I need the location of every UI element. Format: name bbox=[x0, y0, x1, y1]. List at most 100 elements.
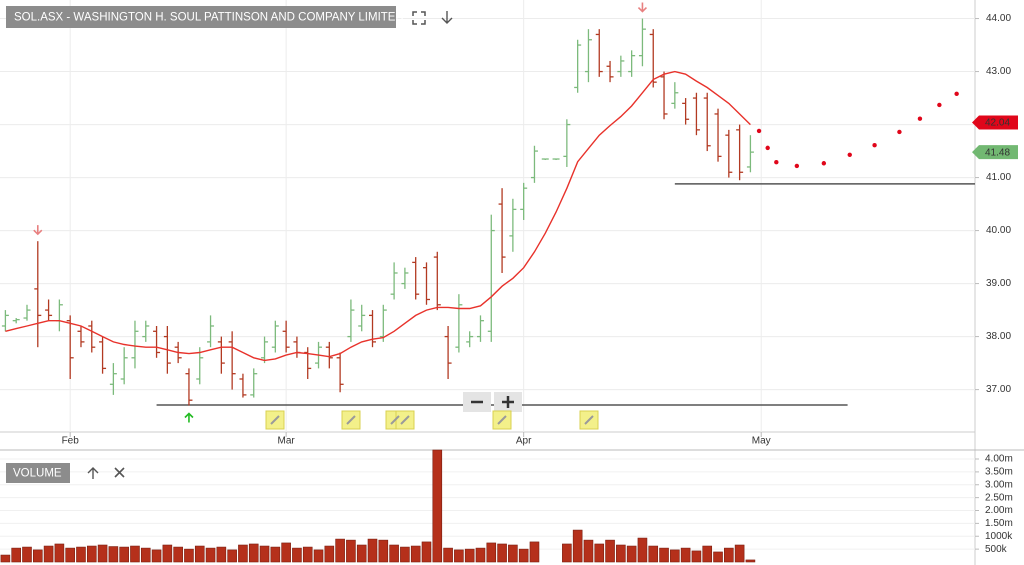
volume-bar bbox=[454, 549, 464, 563]
zoom-in-button[interactable] bbox=[494, 392, 522, 412]
volume-bar bbox=[335, 538, 345, 563]
volume-bar bbox=[713, 551, 723, 563]
price-tag bbox=[972, 115, 1018, 130]
volume-bar bbox=[32, 549, 43, 563]
volume-bar bbox=[76, 546, 86, 563]
volume-bar bbox=[464, 548, 475, 563]
fullscreen-icon[interactable] bbox=[412, 11, 426, 25]
volume-bar bbox=[400, 546, 410, 563]
volume-bar bbox=[324, 545, 335, 563]
volume-bar bbox=[583, 539, 594, 563]
volume-bar bbox=[421, 541, 432, 563]
volume-bar bbox=[313, 549, 324, 563]
volume-bar bbox=[616, 544, 626, 563]
volume-title: VOLUME bbox=[13, 468, 62, 480]
volume-bar bbox=[356, 544, 367, 563]
volume-bar bbox=[594, 543, 605, 563]
y-tick-label: 38.00 bbox=[986, 331, 1011, 342]
volume-bar bbox=[572, 529, 583, 563]
x-tick-label: Apr bbox=[516, 436, 532, 447]
volume-bar bbox=[281, 542, 291, 563]
volume-bar bbox=[508, 544, 518, 563]
signal-arrow bbox=[184, 412, 194, 423]
y-tick-label: 2.50m bbox=[985, 492, 1013, 503]
volume-bar bbox=[205, 547, 216, 563]
volume-bar bbox=[346, 539, 356, 563]
chart-title: SOL.ASX - WASHINGTON H. SOUL PATTINSON A… bbox=[14, 12, 404, 24]
volume-bar bbox=[680, 547, 691, 563]
volume-bar bbox=[475, 547, 486, 563]
volume-bar bbox=[54, 543, 65, 563]
signal-arrow bbox=[33, 225, 43, 236]
forecast-dot bbox=[872, 143, 877, 148]
annotation-pencils bbox=[270, 415, 594, 425]
y-tick-label: 1000k bbox=[985, 531, 1013, 542]
volume-bar bbox=[605, 539, 615, 563]
volume-bar bbox=[238, 544, 248, 563]
forecast-dot bbox=[897, 129, 902, 135]
forecast-dot bbox=[756, 128, 762, 134]
y-tick-label: 2.00m bbox=[985, 505, 1013, 516]
volume-bar bbox=[626, 545, 637, 563]
volume-bar bbox=[410, 545, 421, 563]
y-tick-label: 39.00 bbox=[986, 278, 1011, 289]
volume-bar bbox=[670, 549, 680, 563]
moving-average-line bbox=[5, 70, 751, 362]
volume-bar bbox=[97, 544, 108, 563]
forecast-dot bbox=[765, 145, 770, 151]
volume-bar bbox=[367, 538, 378, 563]
volume-bar bbox=[65, 547, 75, 563]
volume-bar bbox=[562, 543, 572, 563]
volume-bar bbox=[43, 545, 54, 563]
volume-bar bbox=[270, 546, 281, 563]
forecast-dot bbox=[774, 159, 779, 165]
forecast-dot bbox=[794, 163, 800, 169]
volume-bar bbox=[22, 546, 32, 563]
volume-bar bbox=[248, 543, 259, 563]
volume-bar bbox=[302, 546, 313, 563]
volume-bar bbox=[216, 546, 227, 563]
close-icon[interactable] bbox=[114, 467, 125, 478]
volume-bar bbox=[378, 539, 389, 563]
volume-bar bbox=[259, 545, 270, 563]
download-icon[interactable] bbox=[441, 11, 453, 24]
volume-bar bbox=[0, 554, 11, 563]
volume-bar bbox=[518, 548, 529, 563]
y-tick-label: 37.00 bbox=[986, 384, 1011, 395]
y-tick-label: 3.00m bbox=[985, 479, 1013, 490]
volume-bar bbox=[108, 546, 119, 563]
signal-arrow bbox=[637, 2, 648, 13]
y-tick-label: 43.00 bbox=[986, 66, 1011, 77]
volume-bar bbox=[734, 544, 745, 563]
y-tick-label: 44.00 bbox=[986, 13, 1011, 24]
zoom-out-button[interactable] bbox=[463, 392, 491, 412]
volume-bar bbox=[151, 549, 162, 563]
volume-bar bbox=[11, 547, 21, 563]
volume-bar bbox=[443, 547, 453, 563]
volume-bar bbox=[702, 545, 713, 563]
y-tick-label: 40.00 bbox=[986, 225, 1011, 236]
x-tick-label: Feb bbox=[62, 436, 80, 447]
volume-bar bbox=[724, 547, 734, 563]
forecast-dot bbox=[937, 102, 942, 108]
move-up-icon[interactable] bbox=[87, 467, 99, 479]
volume-bar bbox=[140, 547, 151, 563]
price-tag-label: 42.04 bbox=[985, 118, 1010, 129]
forecast-dot bbox=[847, 152, 852, 157]
volume-label-box bbox=[6, 463, 70, 483]
forecast-dot bbox=[954, 91, 959, 97]
volume-bar bbox=[529, 541, 540, 563]
volume-bar bbox=[194, 545, 205, 563]
volume-bar bbox=[389, 544, 399, 563]
volume-bar bbox=[497, 543, 507, 563]
volume-bar bbox=[745, 559, 756, 563]
volume-bar bbox=[184, 548, 194, 563]
volume-bar bbox=[648, 545, 659, 563]
volume-bar bbox=[432, 449, 443, 563]
volume-bar bbox=[86, 545, 97, 563]
annotation-icons[interactable] bbox=[265, 410, 599, 430]
title-box bbox=[6, 6, 396, 28]
y-tick-label: 500k bbox=[985, 544, 1008, 555]
volume-bar bbox=[659, 547, 669, 563]
